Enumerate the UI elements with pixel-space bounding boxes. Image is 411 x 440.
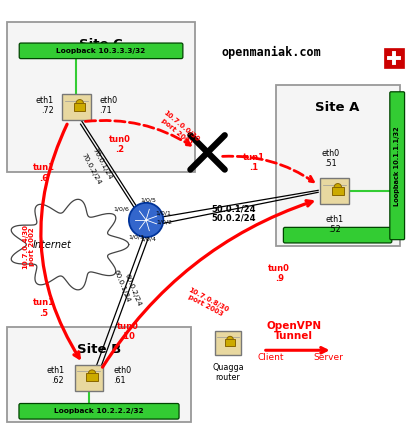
Text: Server: Server [314,353,343,362]
Text: Quagga
router: Quagga router [212,363,244,382]
Text: eth1
.52: eth1 .52 [326,215,344,234]
FancyBboxPatch shape [62,94,91,121]
FancyBboxPatch shape [7,22,195,172]
Text: 1/0/4: 1/0/4 [140,237,156,242]
Text: eth1
.62: eth1 .62 [46,366,64,385]
FancyBboxPatch shape [384,48,404,68]
FancyBboxPatch shape [332,187,344,195]
Text: Client: Client [258,353,284,362]
Text: Tunnel: Tunnel [274,330,313,341]
Text: eth0
.61: eth0 .61 [113,366,132,385]
Text: tun0
.2: tun0 .2 [109,135,130,154]
Text: Internet: Internet [32,239,72,249]
Text: tun1
.1: tun1 .1 [243,153,265,172]
Polygon shape [11,199,129,290]
Text: OpenVPN: OpenVPN [266,322,321,331]
Circle shape [129,203,163,237]
FancyBboxPatch shape [74,103,85,111]
Text: 10.7.0.8/30
port 2003: 10.7.0.8/30 port 2003 [184,286,230,319]
Text: 50.0.2/24: 50.0.2/24 [211,213,256,223]
Circle shape [76,99,83,107]
Text: 70.0.1/24: 70.0.1/24 [92,147,113,180]
Text: 1/0/2: 1/0/2 [157,220,173,224]
FancyBboxPatch shape [390,92,404,240]
Text: 70.0.2/24: 70.0.2/24 [81,152,102,186]
Text: 10.7.0.4/30
port 2002: 10.7.0.4/30 port 2002 [22,224,35,269]
FancyBboxPatch shape [275,85,399,246]
Text: 10.7.0.0/30
port 2001: 10.7.0.0/30 port 2001 [157,110,200,148]
Text: tun0
.10: tun0 .10 [117,322,139,341]
FancyBboxPatch shape [320,178,349,205]
FancyBboxPatch shape [7,327,191,422]
Text: 1/0/1: 1/0/1 [156,210,172,215]
Text: Loopback 10.3.3.3/32: Loopback 10.3.3.3/32 [56,48,145,54]
Circle shape [227,336,233,343]
Text: 60.0.1/24: 60.0.1/24 [112,269,131,304]
FancyBboxPatch shape [86,373,98,381]
Text: tun1
.5: tun1 .5 [33,298,55,318]
Text: 50.0.1/24: 50.0.1/24 [211,204,256,213]
Text: 60.0.2/24: 60.0.2/24 [123,273,142,308]
Text: eth0
.71: eth0 .71 [99,95,117,115]
Text: 1/0/6: 1/0/6 [113,206,129,212]
Text: tun0
.9: tun0 .9 [268,264,290,283]
Text: openmaniak.com: openmaniak.com [222,45,322,59]
Text: Site A: Site A [315,101,360,114]
FancyBboxPatch shape [19,43,183,59]
Text: Site B: Site B [77,343,121,356]
FancyBboxPatch shape [215,331,241,355]
Text: Loopback 10.1.1.1/32: Loopback 10.1.1.1/32 [394,126,400,205]
Circle shape [88,370,96,377]
Text: Site C: Site C [79,38,123,51]
Text: 1/0/5: 1/0/5 [140,198,156,203]
FancyBboxPatch shape [284,227,392,243]
FancyBboxPatch shape [225,339,235,346]
Circle shape [334,183,342,191]
FancyBboxPatch shape [74,365,103,391]
Text: Loopback 10.2.2.2/32: Loopback 10.2.2.2/32 [54,408,144,414]
Text: eth1
.72: eth1 .72 [36,95,54,115]
Text: 1/0/3: 1/0/3 [128,235,144,240]
Text: eth0
.51: eth0 .51 [321,149,339,168]
FancyBboxPatch shape [19,403,179,419]
Text: tun1
.6: tun1 .6 [33,163,55,183]
